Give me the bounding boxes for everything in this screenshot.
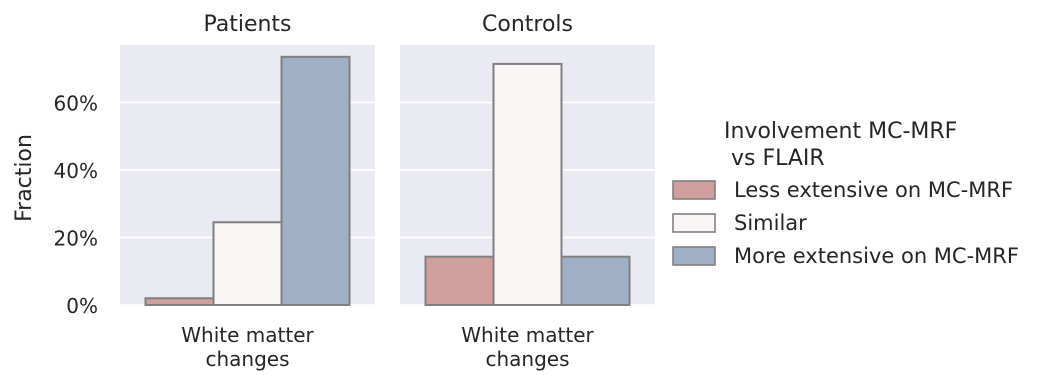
y-tick-label: 20%: [54, 226, 98, 250]
y-axis-label: Fraction: [12, 134, 37, 222]
bar-patients-2: [280, 55, 351, 307]
legend: Involvement MC-MRF vs FLAIR Less extensiv…: [672, 119, 1019, 268]
panels-layer: Patients White matter changes Controls White…: [120, 12, 655, 371]
legend-swatch: [672, 213, 716, 233]
legend-swatch: [672, 246, 716, 266]
panel-title: Controls: [482, 12, 573, 37]
bar-controls-1: [492, 62, 563, 307]
panel-title: Patients: [203, 12, 291, 37]
x-tick-label: White matter changes: [181, 323, 314, 371]
panel-0: Patients White matter changes: [120, 12, 375, 371]
legend-title: Involvement MC-MRF vs FLAIR: [724, 119, 957, 171]
bar-controls-2: [560, 255, 631, 307]
legend-entry: More extensive on MC-MRF: [734, 244, 1019, 268]
legend-entry: Less extensive on MC-MRF: [734, 178, 1013, 202]
bar-patients-0: [144, 297, 215, 307]
panel-1: Controls White matter changes: [400, 12, 655, 371]
x-tick-label: White matter changes: [461, 323, 594, 371]
legend-swatch: [672, 180, 716, 200]
legend-entry: Similar: [734, 211, 807, 235]
bar-patients-1: [212, 221, 283, 306]
y-axis: 0% 20% 40% 60%: [54, 91, 98, 318]
y-tick-label: 40%: [54, 159, 98, 183]
y-tick-label: 60%: [54, 91, 98, 115]
y-tick-label: 0%: [66, 294, 98, 318]
bar-controls-0: [424, 255, 495, 307]
